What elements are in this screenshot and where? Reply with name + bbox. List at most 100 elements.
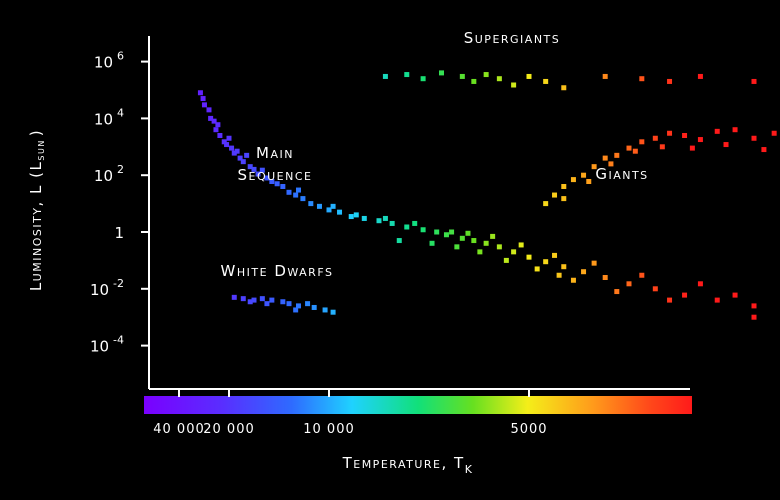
white-dwarfs-point (295, 303, 301, 309)
main-sequence-point (552, 252, 558, 258)
giants-point (626, 145, 632, 151)
giants-point (586, 179, 592, 185)
giants-point (543, 201, 549, 207)
y-tick-exponent: 2 (117, 163, 124, 176)
supergiants-point (639, 76, 645, 82)
main-sequence-point (443, 232, 449, 238)
main-sequence-point (396, 238, 402, 244)
giants-point (552, 192, 558, 198)
giants-point (632, 148, 638, 154)
main-sequence-point (511, 249, 517, 255)
y-tick-exponent: 4 (117, 106, 124, 119)
supergiants-point (511, 82, 517, 88)
main-sequence-point (420, 227, 426, 233)
region-label: Sequence (238, 166, 313, 184)
main-sequence-point (229, 145, 235, 151)
supergiants-point (459, 73, 465, 79)
y-tick-label: 10 -4 (90, 334, 124, 356)
white-dwarfs-point (264, 301, 270, 307)
giants-point (659, 144, 665, 150)
main-sequence-point (626, 281, 632, 287)
main-sequence-point (215, 122, 221, 128)
giants-point (689, 145, 695, 151)
white-dwarfs-point (286, 301, 292, 307)
giants-point (570, 177, 576, 183)
giants-point (732, 127, 738, 133)
main-sequence-point (490, 233, 496, 239)
region-label: Main (256, 144, 294, 162)
main-sequence-point (751, 303, 757, 309)
supergiants-point (439, 70, 444, 76)
white-dwarfs-point (322, 307, 328, 313)
region-label: Supergiants (464, 29, 561, 47)
main-sequence-point (376, 218, 382, 224)
main-sequence-point (382, 215, 388, 221)
main-sequence-point (526, 254, 532, 260)
main-sequence-point (337, 209, 343, 215)
region-labels: Supergiants Main Sequence Giants White Dwarf… (221, 29, 648, 280)
main-sequence-point (213, 127, 219, 133)
y-tick-label: 10 6 (94, 50, 124, 72)
main-sequence-point (614, 289, 620, 295)
main-sequence-point (197, 90, 203, 96)
y-tick-exponent: -2 (113, 277, 124, 290)
supergiants-point (697, 73, 703, 79)
giants-point (652, 135, 658, 141)
main-sequence-point (221, 139, 227, 145)
main-sequence-point (477, 249, 483, 255)
supergiants-point (667, 78, 673, 84)
y-tick-exponent: -4 (113, 334, 124, 347)
main-sequence-point (459, 235, 465, 241)
y-axis-label: Luminosity, L (Lsun) (27, 129, 47, 291)
main-sequence-point (412, 220, 418, 226)
supergiants-point (543, 78, 549, 84)
x-tick-label: 10 000 (303, 422, 355, 437)
supergiants-point (602, 73, 608, 79)
main-sequence-point (581, 269, 587, 275)
main-sequence-point (361, 215, 367, 221)
x-axis-label: Temperature, TK (342, 454, 474, 476)
main-sequence-point (255, 171, 261, 177)
main-sequence-point (751, 314, 757, 320)
main-sequence-point (503, 257, 509, 263)
y-tick-label: 1 (114, 224, 124, 242)
y-tick-label: 10 2 (94, 163, 124, 185)
y-tick-exponent: 6 (117, 50, 124, 63)
main-sequence-point (465, 230, 471, 236)
white-dwarfs-point (259, 296, 265, 302)
main-sequence-point (240, 159, 246, 165)
supergiants-point (561, 85, 567, 91)
x-tick-label: 40 000 (153, 422, 205, 437)
main-sequence-point (330, 203, 336, 209)
y-tick-base: 1 (114, 224, 124, 242)
y-tick-base: 10 (94, 167, 113, 185)
main-sequence-point (353, 212, 359, 218)
giants-point (602, 155, 608, 161)
main-sequence-point (348, 214, 354, 220)
white-dwarfs-point (311, 304, 317, 310)
white-dwarfs-point (269, 297, 275, 303)
main-sequence-point (231, 150, 237, 156)
y-tick-label: 10 -2 (90, 277, 124, 299)
x-axis-label-subscript: K (465, 463, 474, 476)
white-dwarfs-points (231, 294, 336, 315)
main-sequence-point (326, 207, 332, 213)
main-sequence-point (496, 244, 502, 250)
main-sequence-point (226, 135, 232, 141)
white-dwarfs-point (305, 301, 311, 307)
giants-point (714, 128, 720, 134)
giants-point (697, 137, 703, 143)
spectral-colorbar (144, 396, 692, 414)
giants-point (682, 132, 688, 138)
giants-points (543, 127, 777, 207)
y-axis-label-text: Luminosity, L (L (27, 161, 45, 292)
main-sequence-point (200, 96, 206, 102)
white-dwarfs-point (280, 299, 286, 305)
supergiants-point (483, 72, 489, 78)
supergiants-point (382, 73, 388, 79)
y-tick-base: 10 (94, 54, 113, 72)
white-dwarfs-point (330, 309, 336, 315)
main-sequence-point (389, 220, 395, 226)
main-sequence-point (714, 297, 720, 303)
